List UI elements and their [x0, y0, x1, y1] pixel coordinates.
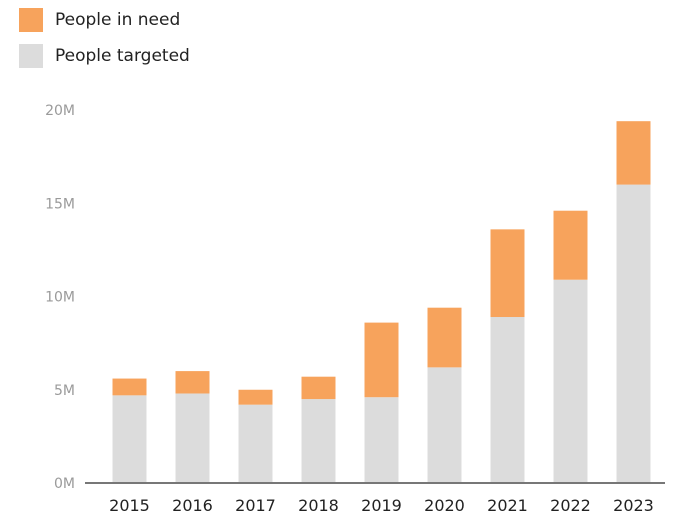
chart-legend: People in need People targeted: [19, 8, 190, 80]
legend-item-people-in-need[interactable]: People in need: [19, 8, 190, 32]
x-tick-label: 2023: [613, 496, 654, 514]
legend-label-people-targeted: People targeted: [55, 46, 190, 66]
y-tick-label: 0M: [54, 476, 75, 492]
x-tick-label: 2016: [172, 496, 213, 514]
bar-segment-people-in-need-2018[interactable]: [301, 376, 336, 400]
bar-segment-people-targeted-2015[interactable]: [112, 395, 147, 483]
bar-segment-people-in-need-2020[interactable]: [427, 307, 462, 368]
y-tick-label: 15M: [45, 196, 75, 212]
bar-segment-people-targeted-2022[interactable]: [553, 279, 588, 483]
x-tick-label: 2018: [298, 496, 339, 514]
bar-segment-people-targeted-2021[interactable]: [490, 317, 525, 483]
bar-segment-people-targeted-2016[interactable]: [175, 393, 210, 483]
bar-segment-people-in-need-2021[interactable]: [490, 229, 525, 318]
bar-segment-people-in-need-2022[interactable]: [553, 210, 588, 280]
bar-segment-people-targeted-2018[interactable]: [301, 399, 336, 483]
legend-swatch-people-targeted: [19, 44, 43, 68]
legend-label-people-in-need: People in need: [55, 10, 181, 30]
x-tick-label: 2020: [424, 496, 465, 514]
x-tick-label: 2019: [361, 496, 402, 514]
x-tick-label: 2015: [109, 496, 150, 514]
x-tick-label: 2017: [235, 496, 276, 514]
y-tick-label: 10M: [45, 290, 75, 306]
x-tick-label: 2021: [487, 496, 528, 514]
legend-item-people-targeted[interactable]: People targeted: [19, 44, 190, 68]
y-tick-label: 5M: [54, 383, 75, 399]
bar-segment-people-targeted-2023[interactable]: [616, 184, 651, 483]
bar-segment-people-targeted-2020[interactable]: [427, 367, 462, 483]
bar-segment-people-in-need-2016[interactable]: [175, 371, 210, 394]
y-tick-label: 20M: [45, 103, 75, 119]
bar-segment-people-in-need-2019[interactable]: [364, 322, 399, 398]
bar-segment-people-in-need-2023[interactable]: [616, 121, 651, 185]
bar-segment-people-targeted-2019[interactable]: [364, 397, 399, 483]
bar-segment-people-targeted-2017[interactable]: [238, 404, 273, 483]
x-tick-label: 2022: [550, 496, 591, 514]
bar-segment-people-in-need-2015[interactable]: [112, 378, 147, 396]
bar-segment-people-in-need-2017[interactable]: [238, 389, 273, 405]
legend-swatch-people-in-need: [19, 8, 43, 32]
